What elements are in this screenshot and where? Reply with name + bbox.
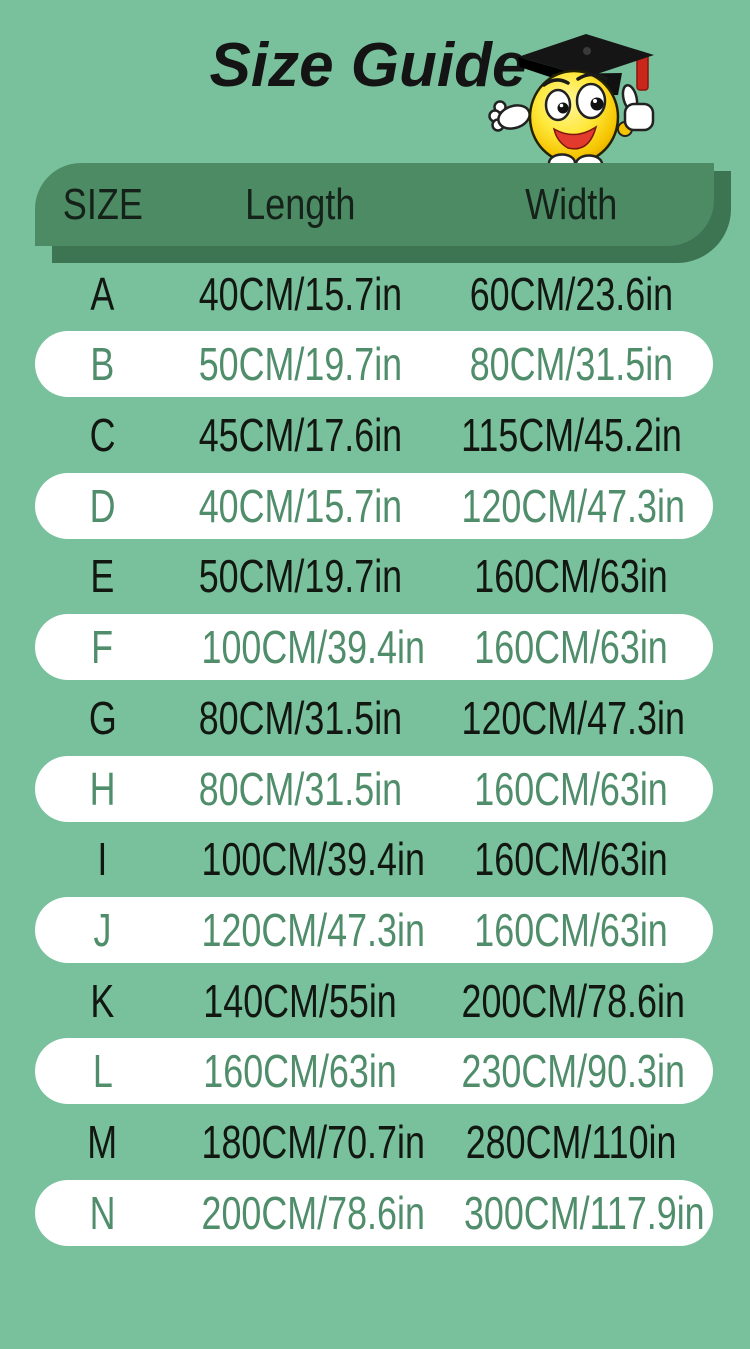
width-value: 120CM/47.3in: [461, 691, 685, 744]
table-row-d: D 40CM/15.7in 120CM/47.3in: [35, 472, 713, 539]
table-row-e: E 50CM/19.7in 160CM/63in: [35, 543, 713, 609]
size-label: G: [88, 691, 117, 744]
width-value: 60CM/23.6in: [469, 267, 674, 320]
size-label: A: [90, 267, 115, 320]
table-header: SIZE Length Width: [35, 163, 714, 246]
table-row-l: L 160CM/63in 230CM/90.3in: [35, 1038, 713, 1105]
size-label: H: [89, 762, 116, 815]
width-value: 230CM/90.3in: [461, 1045, 685, 1098]
length-value: 200CM/78.6in: [201, 1186, 425, 1239]
length-value: 50CM/19.7in: [198, 338, 403, 391]
column-header-length: Length: [244, 179, 356, 229]
size-label: K: [90, 974, 115, 1027]
width-value: 160CM/63in: [474, 762, 669, 815]
size-label: I: [97, 833, 108, 886]
size-label: F: [91, 621, 114, 674]
width-value: 160CM/63in: [474, 550, 669, 603]
size-label: M: [87, 1115, 118, 1168]
table-row-m: M 180CM/70.7in 280CM/110in: [35, 1109, 713, 1175]
size-label: C: [89, 409, 116, 462]
length-value: 100CM/39.4in: [201, 621, 425, 674]
width-value: 200CM/78.6in: [461, 974, 685, 1027]
table-row-j: J 120CM/47.3in 160CM/63in: [35, 896, 713, 963]
size-label: J: [93, 903, 112, 956]
size-label: L: [92, 1045, 113, 1098]
table-row-g: G 80CM/31.5in 120CM/47.3in: [35, 685, 713, 751]
graduate-smiley-mascot-icon: [488, 34, 655, 172]
length-value: 180CM/70.7in: [201, 1115, 425, 1168]
length-value: 100CM/39.4in: [201, 833, 425, 886]
length-value: 80CM/31.5in: [198, 762, 403, 815]
size-label: N: [89, 1186, 116, 1239]
table-row-n: N 200CM/78.6in 300CM/117.9in: [35, 1179, 713, 1246]
length-value: 50CM/19.7in: [198, 550, 403, 603]
length-value: 80CM/31.5in: [198, 691, 403, 744]
width-value: 300CM/117.9in: [463, 1186, 705, 1239]
length-value: 160CM/63in: [203, 1045, 397, 1098]
table-row-c: C 45CM/17.6in 115CM/45.2in: [35, 402, 713, 468]
width-value: 120CM/47.3in: [461, 479, 685, 532]
length-value: 40CM/15.7in: [198, 267, 403, 320]
length-value: 120CM/47.3in: [201, 903, 425, 956]
table-row-k: K 140CM/55in 200CM/78.6in: [35, 968, 713, 1034]
width-value: 80CM/31.5in: [469, 338, 674, 391]
table-row-b: B 50CM/19.7in 80CM/31.5in: [35, 331, 713, 398]
size-label: B: [90, 338, 115, 391]
size-table: A 40CM/15.7in 60CM/23.6in B 50CM/19.7in …: [35, 256, 713, 1250]
table-row-f: F 100CM/39.4in 160CM/63in: [35, 614, 713, 681]
size-label: E: [90, 550, 115, 603]
width-value: 280CM/110in: [466, 1115, 677, 1168]
length-value: 45CM/17.6in: [198, 409, 403, 462]
length-value: 40CM/15.7in: [198, 479, 403, 532]
table-row-i: I 100CM/39.4in 160CM/63in: [35, 826, 713, 892]
column-header-size: SIZE: [62, 179, 143, 229]
width-value: 160CM/63in: [474, 903, 669, 956]
length-value: 140CM/55in: [203, 974, 397, 1027]
width-value: 115CM/45.2in: [461, 409, 682, 462]
page-title: Size Guide: [209, 31, 527, 100]
table-row-a: A 40CM/15.7in 60CM/23.6in: [35, 261, 713, 327]
column-header-width: Width: [525, 179, 618, 229]
width-value: 160CM/63in: [474, 621, 669, 674]
width-value: 160CM/63in: [474, 833, 669, 886]
size-label: D: [89, 479, 116, 532]
table-row-h: H 80CM/31.5in 160CM/63in: [35, 755, 713, 822]
